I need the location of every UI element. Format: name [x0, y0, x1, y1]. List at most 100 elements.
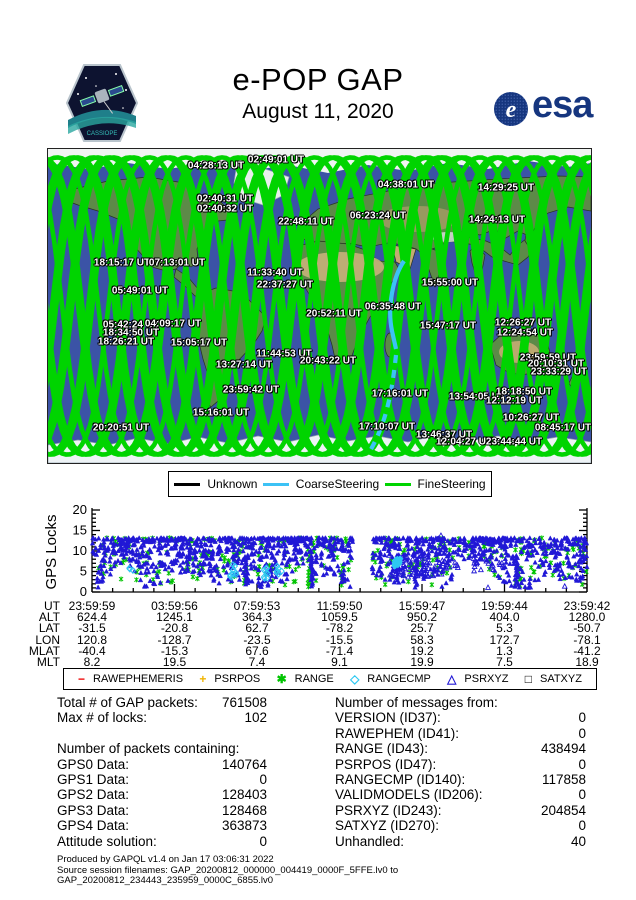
ephemeris-table: UT 23:59:59 03:59:56 07:59:53 11:59:50 15:59:… [0, 599, 636, 669]
esa-wordmark: esa [532, 84, 593, 126]
map-time-label: 17:16:01 UT [371, 388, 429, 400]
psrxyz-marker-icon: △ [447, 671, 457, 686]
marker-legend-label: PSRXYZ [464, 673, 509, 685]
stat-right-value: 40 [570, 833, 586, 849]
steering-legend-item: Unknown [174, 477, 257, 491]
table-row-label: MLAT [28, 643, 60, 658]
table-cell: 1280.0 [568, 610, 606, 625]
fine-steering-track [48, 155, 591, 457]
table-cell: 5.3 [496, 621, 513, 636]
page-title: e-POP GAP [232, 62, 404, 97]
marker-legend-label: PSRPOS [214, 673, 261, 685]
table-cell: 58.3 [410, 632, 434, 647]
steering-legend-label: CoarseSteering [295, 477, 380, 491]
stat-right-label: VERSION (ID37): [335, 710, 441, 726]
map-time-label: 04:38:01 UT [377, 179, 435, 191]
stat-left-label: Number of packets containing: [57, 741, 240, 757]
map-time-label: 05:42:24 UT [102, 319, 160, 331]
stat-right-label: VALIDMODELS (ID206): [335, 787, 483, 803]
y-tick-label: 5 [80, 564, 87, 579]
map-time-label: 18:34:50 UT [102, 327, 160, 339]
map-time-label: 11:44:53 UT [256, 348, 312, 360]
table-cell: -41.2 [573, 643, 601, 658]
map-time-label: 14:29:25 UT [477, 182, 535, 194]
steering-legend: Unknown CoarseSteering FineSteering [168, 471, 492, 497]
stat-left-value: 0 [259, 833, 267, 849]
stat-left-value: 0 [259, 772, 267, 787]
table-cell: 1.3 [496, 643, 513, 658]
stat-left-value: 102 [244, 710, 267, 726]
map-time-label: 18:18:50 UT [495, 386, 553, 398]
stat-left-value: 128403 [221, 787, 267, 803]
stat-left-row: GPS3 Data: 128468 [0, 803, 636, 818]
stat-right-label: PSRPOS (ID47): [335, 756, 437, 772]
map-time-label: 13:54:05 UT [448, 391, 506, 403]
map-time-label: 07:13:01 UT [148, 257, 206, 269]
map-time-label: 13:46:37 UT [415, 429, 473, 441]
satellite-tracks-layer [48, 155, 591, 457]
stat-left-label: GPS1 Data: [57, 772, 130, 787]
table-cell: 62.7 [245, 621, 269, 636]
stat-right-label: Unhandled: [335, 833, 405, 849]
table-cell: 7.5 [496, 655, 513, 669]
table-cell: 172.7 [489, 632, 520, 647]
map-time-label: 15:47:17 UT [419, 320, 477, 332]
table-cell: -15.5 [325, 632, 354, 647]
gps-locks-plot: 0 5 10 15 20 GPS Locks [43, 502, 590, 599]
table-cell: 03:59:56 [151, 599, 198, 613]
ground-track-map: 02:49:01 UT 04:28:13 UT 04:38:01 UT 14:29:2… [47, 148, 592, 464]
stat-right-row: SATXYZ (ID270): 0 [0, 818, 636, 833]
table-row-label: LAT [38, 621, 60, 636]
svg-text:e: e [506, 97, 517, 123]
steering-legend-item: CoarseSteering [262, 477, 380, 491]
map-time-label: 15:55:00 UT [421, 277, 479, 289]
marker-legend-item: − RAWEPHEMERIS [78, 671, 183, 686]
stat-right-value: 0 [578, 725, 586, 741]
map-time-label: 13:27:14 UT [215, 359, 273, 371]
stat-right-label: RANGE (ID43): [335, 741, 429, 757]
table-cell: 11:59:50 [316, 599, 363, 613]
table-cell: -71.4 [325, 643, 354, 658]
map-time-label: 14:24:13 UT [468, 214, 526, 226]
map-time-label: 02:40:31 UT [196, 193, 254, 205]
legend-line-icon [384, 482, 411, 486]
title-block: e-POP GAP August 11, 2020 [0, 62, 636, 124]
map-time-label: 12:12:19 UT [485, 395, 543, 407]
stat-left-row: Max # of locks: 102 [0, 710, 636, 725]
marker-legend-item: △ PSRXYZ [447, 671, 509, 686]
table-cell: 15:59:47 [398, 599, 446, 613]
table-cell: 7.4 [248, 655, 266, 669]
stat-left-label: GPS2 Data: [57, 787, 130, 803]
coarse-steering-track-dashed [368, 354, 399, 453]
stat-right-row: PSRPOS (ID47): 0 [0, 757, 636, 772]
page-date: August 11, 2020 [242, 100, 394, 123]
table-row-label: LON [35, 632, 60, 647]
table-cell: 624.4 [76, 610, 108, 625]
table-cell: 67.6 [245, 643, 269, 658]
map-time-label: 23:59:42 UT [222, 384, 280, 396]
y-tick-label: 15 [73, 523, 87, 538]
legend-line-icon [262, 482, 289, 486]
marker-legend-item: ◇ RANGECMP [350, 671, 431, 686]
table-cell: -40.4 [78, 643, 106, 658]
stat-right-label: Number of messages from: [335, 695, 498, 710]
stat-left-value: 140764 [221, 756, 267, 772]
map-time-label: 02:49:01 UT [247, 154, 305, 166]
rawephemeris-marker-icon: − [78, 671, 86, 686]
footer-line: Source session filenames: GAP_20200812_0… [57, 864, 399, 876]
table-cell: -128.7 [157, 632, 192, 647]
fine-steering-track [48, 155, 591, 457]
map-time-label: 18:26:21 UT [97, 336, 155, 348]
stat-right-label: SATXYZ (ID270): [335, 818, 440, 834]
stat-right-label: RAWEPHEM (ID41): [335, 725, 460, 741]
stat-left-value: 761508 [221, 695, 267, 710]
map-time-label: 23:44:44 UT [485, 436, 543, 448]
footer: Produced by GAPQL v1.4 on Jan 17 03:06:3… [57, 854, 399, 887]
stat-left-row: Attitude solution: 0 [0, 834, 636, 849]
stat-right-row: Unhandled: 40 [0, 834, 636, 849]
stat-right-value: 438494 [540, 741, 586, 757]
rangecmp-marker-icon: ◇ [350, 671, 360, 686]
stat-right-label: PSRXYZ (ID243): [335, 802, 442, 818]
stat-left-row: Total # of GAP packets: 761508 [0, 695, 636, 710]
